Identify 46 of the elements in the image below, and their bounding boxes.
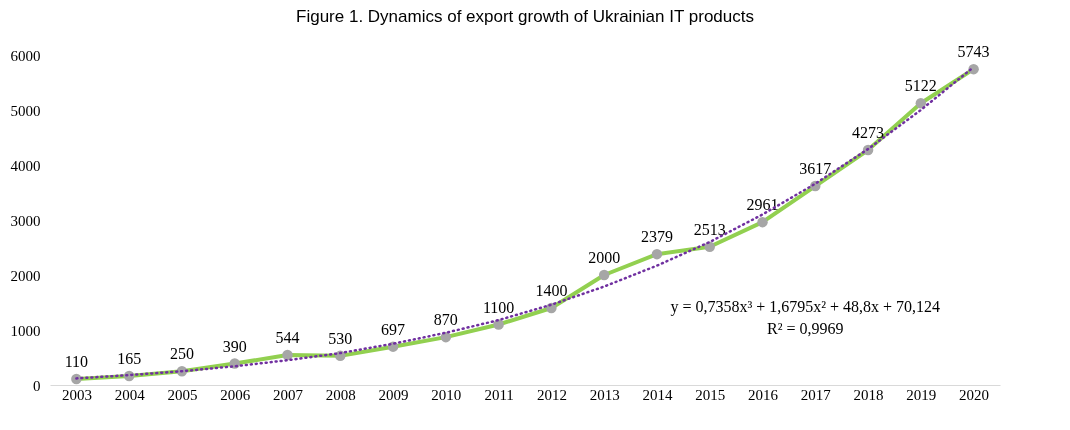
annotation: R² = 0,9969 [767, 319, 844, 337]
chart-title: Figure 1. Dynamics of export growth of Ukrainian IT products [296, 7, 754, 27]
data-label: 530 [328, 329, 353, 347]
x-tick-label: 2006 [220, 386, 251, 403]
x-tick-label: 2010 [431, 386, 462, 403]
data-label: 2379 [640, 228, 673, 246]
data-label: 5743 [957, 43, 990, 61]
x-tick-label: 2015 [695, 386, 726, 403]
y-tick-label: 6000 [10, 47, 41, 64]
data-label: 165 [117, 349, 142, 367]
data-label: 110 [64, 352, 89, 370]
x-tick-label: 2003 [61, 386, 92, 403]
data-label: 250 [169, 345, 194, 363]
data-label: 2513 [693, 220, 726, 238]
data-label: 2961 [746, 196, 779, 214]
x-tick-label: 2019 [906, 386, 937, 403]
data-label: 2000 [588, 249, 621, 266]
y-tick-label: 3000 [10, 212, 41, 229]
data-label: 1400 [535, 282, 568, 299]
x-tick-label: 2008 [325, 386, 356, 403]
x-tick-label: 2016 [748, 386, 779, 403]
data-label: 870 [433, 311, 458, 329]
x-tick-label: 2004 [114, 386, 146, 403]
x-tick-label: 2012 [536, 386, 567, 403]
y-tick-label: 4000 [10, 157, 41, 174]
data-label: 544 [275, 329, 300, 347]
x-tick-label: 2014 [642, 386, 673, 403]
y-tick-label: 2000 [10, 267, 41, 284]
data-label: 1100 [482, 298, 515, 316]
y-tick-label: 1000 [10, 322, 41, 339]
data-label: 4273 [852, 123, 885, 141]
y-tick-label: 0 [33, 377, 41, 394]
data-label: 5122 [904, 77, 937, 95]
x-tick-label: 2011 [484, 386, 514, 403]
x-tick-label: 2018 [853, 386, 884, 403]
x-tick-label: 2007 [273, 386, 304, 403]
x-tick-label: 2013 [589, 386, 620, 403]
x-tick-label: 2005 [167, 386, 198, 403]
y-tick-label: 5000 [10, 102, 41, 119]
data-label: 3617 [799, 160, 832, 178]
x-tick-label: 2020 [959, 386, 990, 403]
annotation: y = 0,7358x³ + 1,6795x² + 48,8x + 70,124 [670, 298, 941, 317]
x-tick-label: 2009 [378, 386, 409, 403]
data-label: 697 [381, 320, 406, 338]
data-label: 390 [222, 337, 247, 355]
x-tick-label: 2017 [800, 386, 832, 403]
